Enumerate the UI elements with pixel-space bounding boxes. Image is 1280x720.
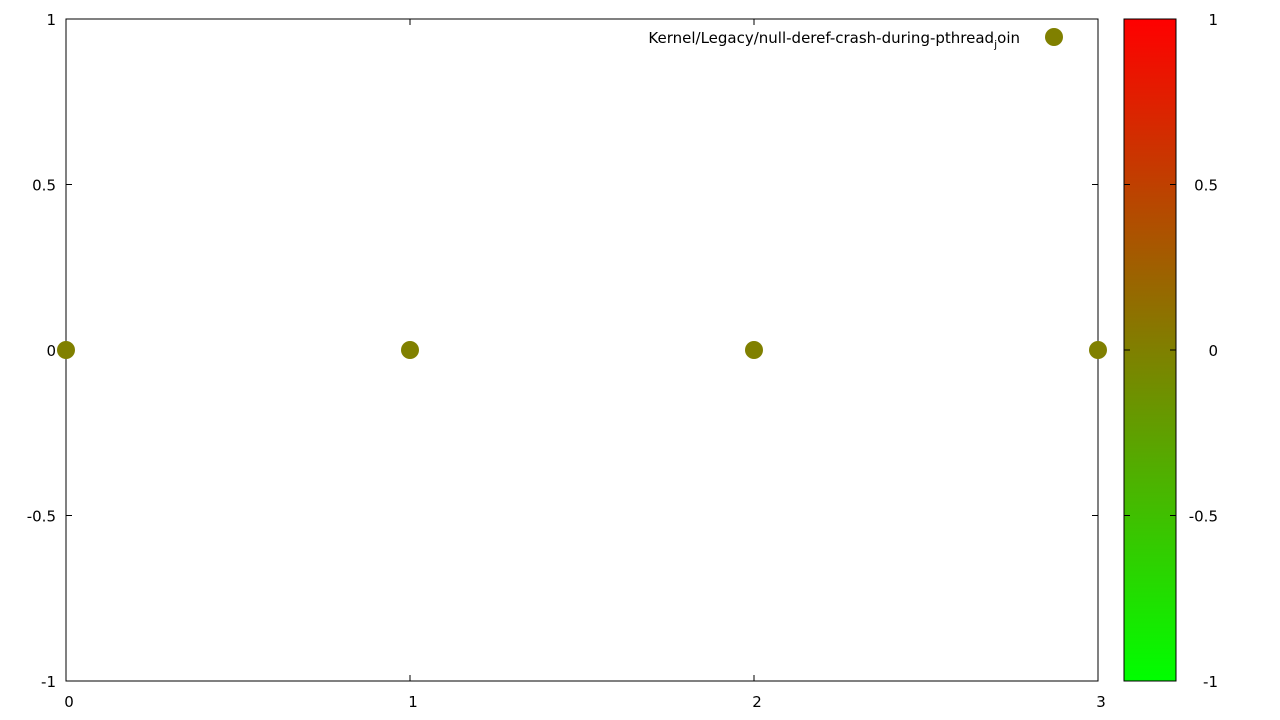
y-tick-label: -0.5 [27, 508, 56, 526]
y-tick-label: 1 [46, 11, 56, 29]
colorbar: -1 -0.5 0 0.5 1 [1123, 11, 1218, 691]
y-tick-labels: -1 -0.5 0 0.5 1 [27, 11, 56, 691]
data-point [57, 341, 75, 359]
data-point [1089, 341, 1107, 359]
legend: Kernel/Legacy/null-deref-crash-during-pt… [648, 28, 1063, 51]
legend-label: Kernel/Legacy/null-deref-crash-during-pt… [648, 29, 1020, 51]
colorbar-tick-labels: -1 -0.5 0 0.5 1 [1189, 11, 1218, 691]
x-tick-labels: 0 1 2 3 [64, 693, 1106, 711]
x-tick-label: 0 [64, 693, 74, 711]
colorbar-tick-label: 0.5 [1194, 177, 1218, 195]
y-tick-label: 0.5 [32, 177, 56, 195]
y-tick-label: 0 [46, 342, 56, 360]
y-tick-label: -1 [41, 673, 56, 691]
colorbar-ticks [1124, 18, 1176, 682]
data-point [745, 341, 763, 359]
plot-frame [65, 18, 1099, 682]
data-points [57, 341, 1107, 359]
x-tick-label: 3 [1096, 693, 1106, 711]
colorbar-tick-label: -0.5 [1189, 508, 1218, 526]
data-point [401, 341, 419, 359]
colorbar-tick-label: -1 [1203, 673, 1218, 691]
colorbar-tick-label: 1 [1208, 11, 1218, 29]
x-tick-label: 2 [752, 693, 762, 711]
colorbar-tick-label: 0 [1208, 342, 1218, 360]
legend-marker [1045, 28, 1063, 46]
axis-ticks [65, 18, 1099, 682]
colorbar-gradient [1123, 18, 1177, 682]
x-tick-label: 1 [408, 693, 418, 711]
